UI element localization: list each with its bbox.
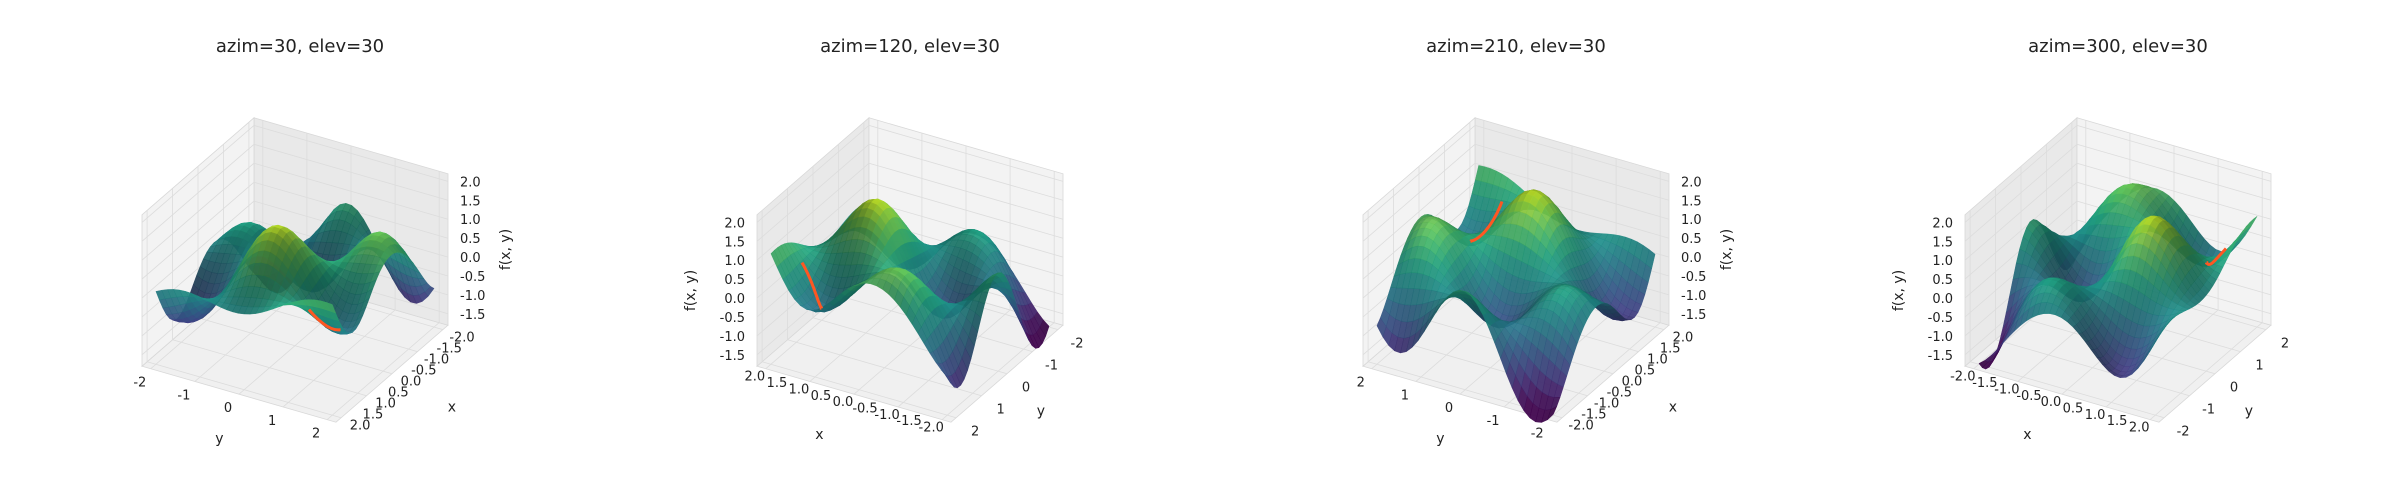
y-tick-label: -1 xyxy=(177,388,190,403)
z-tick-label: 0.0 xyxy=(724,292,745,307)
y-tick-label: 0 xyxy=(1022,381,1030,396)
z-tick-label: 2.0 xyxy=(460,175,481,190)
y-tick-label: -2 xyxy=(1531,427,1544,442)
x-tick-label: 1.5 xyxy=(767,376,788,391)
z-tick-label: -0.5 xyxy=(1928,311,1953,326)
x-tick-label: -2.0 xyxy=(1568,419,1593,434)
z-tick-label: 1.5 xyxy=(460,194,481,209)
z-tick-label: 0.0 xyxy=(1932,292,1953,307)
panel-3: azim=210, elev=30 2.0 1.5 1.0 0.5 0.0 -0.5 -1.… xyxy=(1357,36,1735,447)
y-tick-label: -1 xyxy=(1487,414,1500,429)
z-tick-label: -1.0 xyxy=(720,330,745,345)
x-axis-label: x xyxy=(1669,400,1677,416)
y-tick-label: -2 xyxy=(133,376,146,391)
x-axis-label: x xyxy=(2023,427,2031,443)
panel-1: azim=30, elev=30 -2.0-1.5-1.0-0.50.00.51… xyxy=(133,36,514,447)
z-tick-label: 1.5 xyxy=(1932,235,1953,250)
z-tick-label: 0.5 xyxy=(460,232,481,247)
x-axis-label: x xyxy=(815,427,823,443)
z-tick-label: -1.0 xyxy=(460,289,485,304)
axes-3d: -2.0-1.5-1.0-0.50.00.51.01.52.0x-2-1012y… xyxy=(133,118,514,447)
z-tick-label: 1.5 xyxy=(1681,194,1702,209)
panel-title: azim=30, elev=30 xyxy=(216,36,384,57)
z-tick-label: -1.5 xyxy=(1681,308,1706,323)
z-tick-label: 1.5 xyxy=(724,235,745,250)
y-tick-label: -2 xyxy=(1071,337,1084,352)
x-tick-label: 2.0 xyxy=(350,419,371,434)
x-tick-label: 2.0 xyxy=(744,370,765,385)
z-axis-label: f(x, y) xyxy=(683,270,699,311)
z-tick-label: 1.0 xyxy=(1932,254,1953,269)
x-tick-label: 2.0 xyxy=(2129,421,2150,436)
z-tick-label: -1.0 xyxy=(1681,289,1706,304)
z-tick-label: 1.0 xyxy=(1681,213,1702,228)
z-tick-label: -0.5 xyxy=(720,311,745,326)
y-axis-label: y xyxy=(1037,404,1045,420)
y-tick-label: 0 xyxy=(2230,381,2238,396)
y-tick-label: 2 xyxy=(312,427,320,442)
z-axis-label: f(x, y) xyxy=(1891,270,1907,311)
z-tick-label: -0.5 xyxy=(460,270,485,285)
x-tick-label: 1.0 xyxy=(2085,408,2106,423)
z-tick-label: -0.5 xyxy=(1681,270,1706,285)
y-tick-label: 2 xyxy=(1357,376,1365,391)
x-tick-label: 1.0 xyxy=(789,382,810,397)
y-tick-label: -2 xyxy=(2177,425,2190,440)
x-axis-label: x xyxy=(448,400,456,416)
z-axis-label: f(x, y) xyxy=(498,229,514,270)
y-axis-label: y xyxy=(2245,404,2253,420)
y-tick-label: 1 xyxy=(1401,388,1409,403)
x-tick-label: 1.5 xyxy=(2107,414,2128,429)
z-tick-label: 2.0 xyxy=(1681,175,1702,190)
y-tick-label: 2 xyxy=(2281,337,2289,352)
z-tick-label: 2.0 xyxy=(724,216,745,231)
x-tick-label: 0.0 xyxy=(833,395,854,410)
axes-3d: 2.0 1.5 1.0 0.5 0.0 -0.5 -1.0 -1.5 -2.0 x 2 1 0 -1 -2 y… xyxy=(1357,118,1735,447)
y-tick-label: 0 xyxy=(1445,401,1453,416)
y-tick-label: -1 xyxy=(1045,359,1058,374)
z-tick-label: -1.0 xyxy=(1928,330,1953,345)
y-tick-label: 1 xyxy=(996,403,1004,418)
panel-title: azim=210, elev=30 xyxy=(1426,36,1606,57)
panel-title: azim=300, elev=30 xyxy=(2028,36,2208,57)
y-tick-label: -1 xyxy=(2202,403,2215,418)
y-tick-label: 1 xyxy=(268,414,276,429)
z-axis-label: f(x, y) xyxy=(1719,229,1735,270)
x-tick-label: 0.5 xyxy=(811,389,832,404)
z-tick-label: 1.0 xyxy=(460,213,481,228)
z-tick-label: 0.0 xyxy=(1681,251,1702,266)
y-tick-label: 0 xyxy=(224,401,232,416)
z-tick-label: -1.5 xyxy=(460,308,485,323)
z-tick-label: 0.5 xyxy=(724,273,745,288)
y-tick-label: 1 xyxy=(2255,359,2263,374)
z-tick-label: 0.5 xyxy=(1932,273,1953,288)
z-tick-label: -1.5 xyxy=(720,349,745,364)
y-axis-label: y xyxy=(1436,431,1444,447)
z-tick-label: -1.5 xyxy=(1928,349,1953,364)
x-tick-label: -0.5 xyxy=(2016,389,2041,404)
z-tick-label: 0.5 xyxy=(1681,232,1702,247)
y-tick-label: 2 xyxy=(971,425,979,440)
z-tick-label: 1.0 xyxy=(724,254,745,269)
panel-title: azim=120, elev=30 xyxy=(820,36,1000,57)
z-tick-label: 2.0 xyxy=(1932,216,1953,231)
x-tick-label: 0.5 xyxy=(2063,402,2084,417)
y-axis-label: y xyxy=(215,431,223,447)
z-tick-label: 0.0 xyxy=(460,251,481,266)
x-tick-label: 0.0 xyxy=(2041,395,2062,410)
x-tick-label: -2.0 xyxy=(919,421,944,436)
